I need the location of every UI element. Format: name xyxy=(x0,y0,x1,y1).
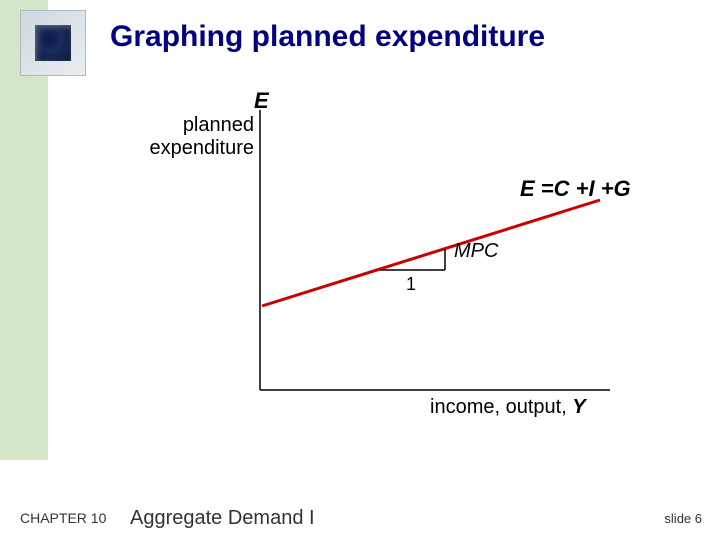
x-axis-text: income, output, xyxy=(430,396,567,418)
x-axis-label: income, output, Y xyxy=(430,396,586,419)
y-axis-sublabel-line1: planned xyxy=(183,114,254,136)
x-axis-letter: Y xyxy=(572,396,585,418)
slide-corner-icon-inner xyxy=(35,25,71,61)
slide-number: slide 6 xyxy=(664,511,702,526)
chart-area: E planned expenditure E =C +I +G MPC 1 i… xyxy=(150,90,670,430)
y-axis-sublabel: planned expenditure xyxy=(132,114,254,160)
mpc-label: MPC xyxy=(454,240,498,263)
chapter-label: CHAPTER 10 xyxy=(20,510,106,526)
run-label: 1 xyxy=(406,274,416,295)
slide-corner-icon xyxy=(20,10,86,76)
y-axis-sublabel-line2: expenditure xyxy=(149,137,254,159)
slide-title: Graphing planned expenditure xyxy=(110,20,545,54)
expenditure-equation: E =C +I +G xyxy=(520,176,631,202)
y-axis-letter: E xyxy=(254,88,269,114)
chapter-title: Aggregate Demand I xyxy=(130,507,315,530)
